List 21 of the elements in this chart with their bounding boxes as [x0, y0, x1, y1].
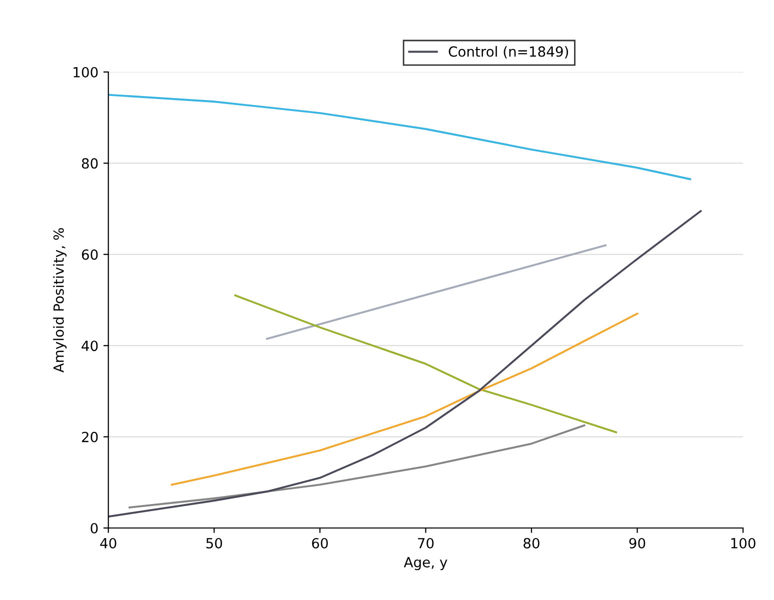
y-tick-label: 20 — [82, 432, 98, 442]
y-tick-label: 0 — [90, 522, 98, 534]
line-series — [170, 312, 638, 486]
y-tick-label: 80 — [82, 158, 98, 169]
line-series — [108, 210, 702, 518]
y-axis-title: Amyloid Positivity, % — [53, 228, 67, 373]
y-tick-label: 60 — [82, 249, 98, 260]
line-series — [128, 424, 586, 508]
x-tick-label: 50 — [206, 538, 222, 548]
y-tick-label: 40 — [82, 340, 98, 352]
x-axis-title: Age, y — [404, 557, 448, 570]
x-tick-label: 90 — [629, 538, 646, 548]
x-tick-label: 60 — [312, 538, 328, 548]
y-tick-label: 100 — [74, 66, 98, 78]
line-series — [108, 94, 692, 180]
legend-label: Control (n=1849) — [448, 46, 568, 58]
x-tick-label: 100 — [731, 538, 756, 548]
x-tick-label: 70 — [418, 538, 434, 548]
x-tick-label: 40 — [100, 538, 116, 548]
x-tick-label: 80 — [524, 538, 540, 548]
line-series — [234, 294, 618, 434]
